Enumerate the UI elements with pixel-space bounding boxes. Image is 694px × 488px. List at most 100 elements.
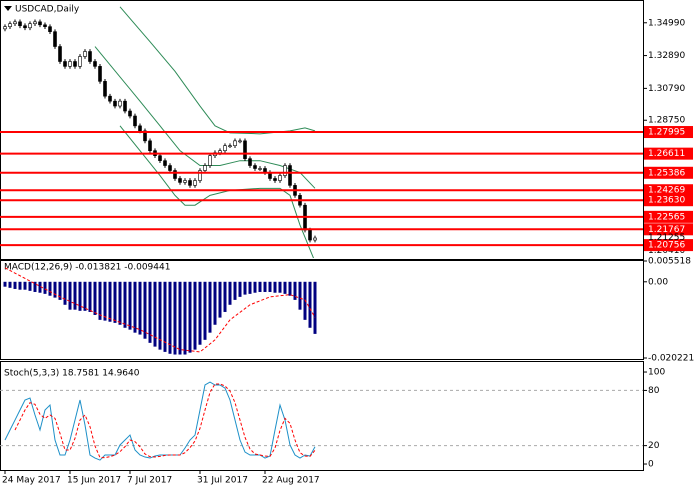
macd-bar [153,281,157,347]
stoch-line [14,383,316,459]
candle-body [218,150,222,154]
x-tick-label: 15 Jun 2017 [67,476,121,486]
macd-bar [163,281,167,352]
candle-body [253,165,257,169]
candle-body [163,160,167,166]
candle-body [173,170,177,179]
candle-body [123,100,127,112]
macd-bar [83,281,87,311]
level-label-box [644,210,693,223]
candle-body [223,145,227,151]
macd-bar [158,281,162,350]
level-label: 1.27995 [648,128,685,138]
macd-bar [173,281,177,355]
macd-panel [0,260,644,360]
candle-body [273,178,277,181]
candle-body [283,165,287,176]
macd-bar [118,281,122,325]
macd-bar [23,281,27,290]
candle-body [278,175,282,181]
macd-bar [133,281,137,333]
y-tick-label: 1.34990 [648,18,685,28]
candle-body [103,81,107,97]
candle-body [228,145,232,147]
macd-bar [278,281,282,293]
macd-bar [188,281,192,353]
candle-body [128,110,132,117]
level-label-box [644,239,693,252]
candle-body [168,165,172,171]
macd-bar [218,281,222,318]
candle-body [58,46,62,62]
macd-bar [308,281,312,328]
level-label-box [644,147,693,160]
candle-body [233,140,237,146]
macd-bar [223,281,227,312]
candle-body [73,61,77,67]
macd-bar [263,281,267,292]
macd-bar [243,281,247,295]
macd-bar [138,281,142,335]
macd-bar [258,281,262,292]
macd-bar [148,281,152,343]
candle-body [28,23,32,29]
candle-body [93,61,97,67]
stoch-title: Stoch(5,3,3) 18.7581 14.9640 [4,369,140,379]
candle-body [83,51,87,57]
macd-bar [63,281,67,305]
y-tick-label: 80 [648,386,660,396]
macd-bar [93,281,97,315]
x-tick-label: 24 May 2017 [2,476,61,486]
macd-bar [228,281,232,305]
level-label: 1.21767 [648,225,685,235]
candle-body [208,155,212,166]
candle-body [198,170,202,181]
macd-bar [178,281,182,355]
candle-body [138,125,142,132]
macd-bar [33,281,37,292]
plot-area [0,381,643,461]
macd-bar [13,281,17,289]
last-price-label: 1.21255 [648,233,685,243]
candle-body [78,56,82,67]
plot-area [3,6,317,258]
candle-body [108,95,112,102]
macd-bar [78,281,82,311]
candle-body [288,165,292,186]
y-tick-label: -0.020221 [648,354,694,364]
macd-bar [18,281,22,290]
candle-body [183,180,187,183]
candle-body [43,24,47,27]
level-label-box [644,166,693,179]
candle-body [53,31,57,47]
macd-title: MACD(12,26,9) -0.013821 -0.009441 [4,263,170,273]
candle-body [3,26,7,30]
plot-area [3,267,317,355]
level-label-box [644,223,693,236]
macd-bar [128,281,132,330]
y-tick-label: 1.32890 [648,51,685,61]
y-tick-label: 0 [648,460,654,470]
macd-bar [203,281,207,340]
candle-body [308,229,312,241]
y-tick-label: 1.28750 [648,116,685,126]
macd-bar [298,281,302,310]
candle-body [98,66,102,82]
level-label-box [644,184,693,197]
macd-bar [248,281,252,294]
macd-bar [268,281,272,292]
macd-bar [143,281,147,339]
macd-bar [233,281,237,300]
candle-body [203,165,207,171]
macd-bar [53,281,57,298]
candle-body [133,115,137,127]
macd-bar [8,281,12,288]
macd-bar [283,281,287,294]
candle-body [178,178,182,183]
macd-bar [198,281,202,345]
candle-body [258,168,262,170]
y-tick-label: 0.005518 [648,257,691,267]
macd-bar [273,281,277,293]
x-tick-label: 7 Jul 2017 [127,476,172,486]
price-panel [0,0,644,260]
